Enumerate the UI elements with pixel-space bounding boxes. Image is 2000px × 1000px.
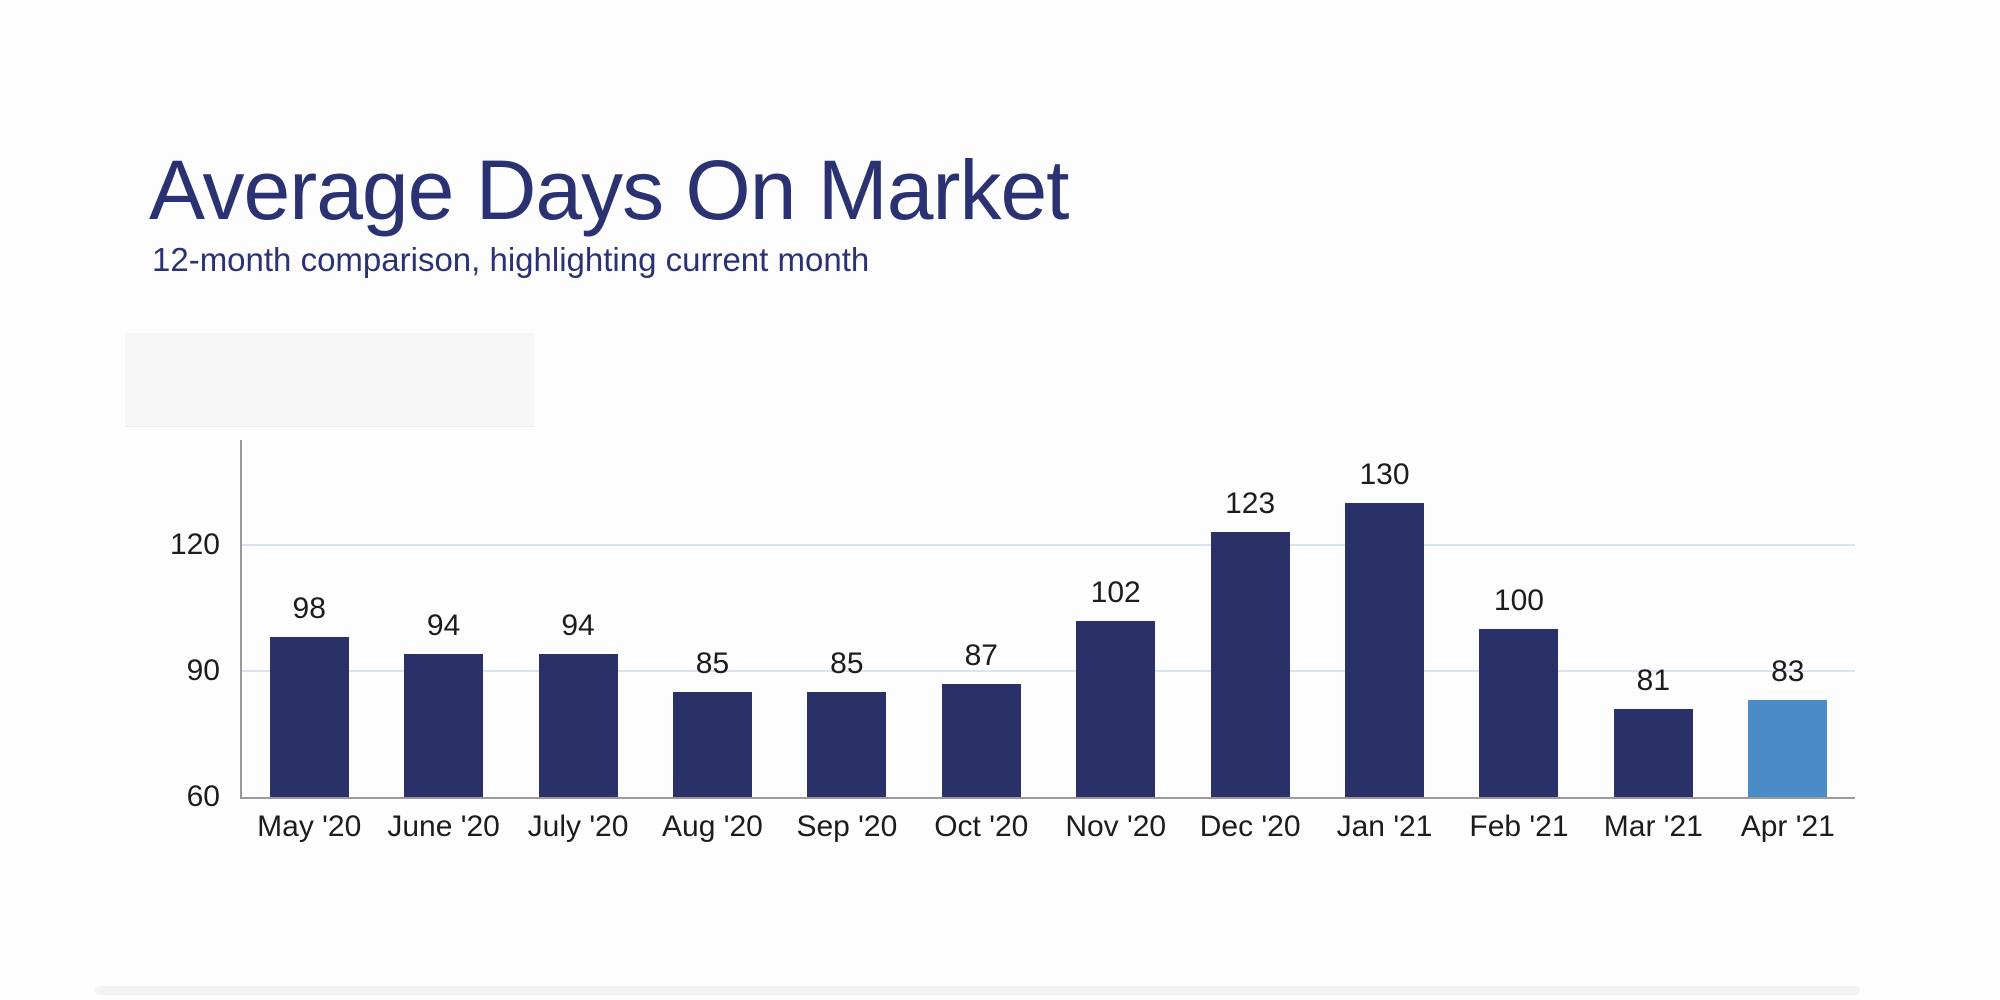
bar-group: 130 Jan '21 [1317, 440, 1451, 843]
bar-group: 85 Aug '20 [645, 440, 779, 843]
x-axis-label: Nov '20 [1065, 810, 1167, 843]
bar-value-label: 94 [426, 609, 461, 643]
y-axis-tick-label-90: 90 [186, 654, 220, 687]
bar-value-label: 81 [1636, 663, 1671, 697]
bar-Aug '20[interactable] [672, 692, 752, 797]
bar-value-label: 85 [695, 647, 730, 680]
bar-group: 100 Feb '21 [1452, 440, 1586, 843]
y-axis-tick-label-60: 60 [186, 780, 220, 813]
bar-Sep '20[interactable] [807, 692, 887, 797]
bar-group: 123 Dec '20 [1183, 440, 1317, 843]
bar-Mar '21[interactable] [1613, 708, 1693, 797]
x-axis-label: May '20 [257, 810, 362, 843]
bar-value-label: 100 [1493, 584, 1544, 617]
x-axis-label: Jan '21 [1336, 810, 1433, 843]
x-axis-label: Oct '20 [934, 810, 1029, 843]
bar-value-label: 94 [561, 609, 595, 643]
x-axis-label: June '20 [387, 810, 500, 843]
bar-group: 83 Apr '21 [1721, 440, 1855, 843]
bar-value-label: 83 [1771, 655, 1805, 689]
bar-July '20[interactable] [538, 654, 618, 797]
y-axis-tick-label-120: 120 [169, 528, 220, 561]
bottom-edge [95, 986, 1860, 995]
bar-value-label: 102 [1090, 575, 1141, 609]
chart-title: Average Days On Market [149, 143, 1070, 237]
x-axis-label: Mar '21 [1603, 810, 1703, 843]
bar-group: 87 Oct '20 [914, 440, 1048, 842]
x-axis-label: Dec '20 [1199, 810, 1301, 843]
bar-group: 98 May '20 [242, 440, 376, 843]
bar-value-label: 98 [292, 592, 326, 626]
bar-Oct '20[interactable] [941, 683, 1021, 797]
gridline-90 [242, 670, 1855, 672]
plot-area: 60 90 120 98 May '20 94 June '20 94 July '20 85 Au… [170, 440, 1855, 843]
bar-Dec '20[interactable] [1210, 532, 1290, 797]
background-artifact [125, 333, 535, 427]
bar-May '20[interactable] [269, 637, 349, 797]
x-axis-label: Feb '21 [1469, 810, 1569, 843]
bar-Nov '20[interactable] [1076, 620, 1156, 797]
bar-Feb '21[interactable] [1479, 629, 1559, 797]
x-axis-label: Sep '20 [796, 810, 898, 843]
bar-Jan '21[interactable] [1345, 503, 1425, 797]
bar-group: 94 June '20 [376, 440, 510, 843]
bar-value-label: 130 [1359, 458, 1410, 491]
bar-group: 94 July '20 [511, 440, 645, 843]
x-axis-label: Apr '21 [1740, 810, 1835, 843]
bar-group: 81 Mar '21 [1586, 440, 1720, 842]
bar-group: 102 Nov '20 [1049, 440, 1183, 842]
bar-value-label: 87 [964, 638, 998, 672]
bar-value-label: 123 [1225, 487, 1276, 521]
gridline-120 [242, 544, 1855, 546]
bar-value-label: 85 [830, 647, 864, 680]
x-axis-label: July '20 [527, 810, 629, 843]
x-axis-label: Aug '20 [662, 810, 763, 843]
bar-highlighted-Apr '21[interactable] [1748, 700, 1828, 797]
bar-June '20[interactable] [404, 654, 484, 797]
bar-group: 85 Sep '20 [780, 440, 914, 843]
chart-subtitle: 12-month comparison, highlighting curren… [152, 241, 870, 278]
